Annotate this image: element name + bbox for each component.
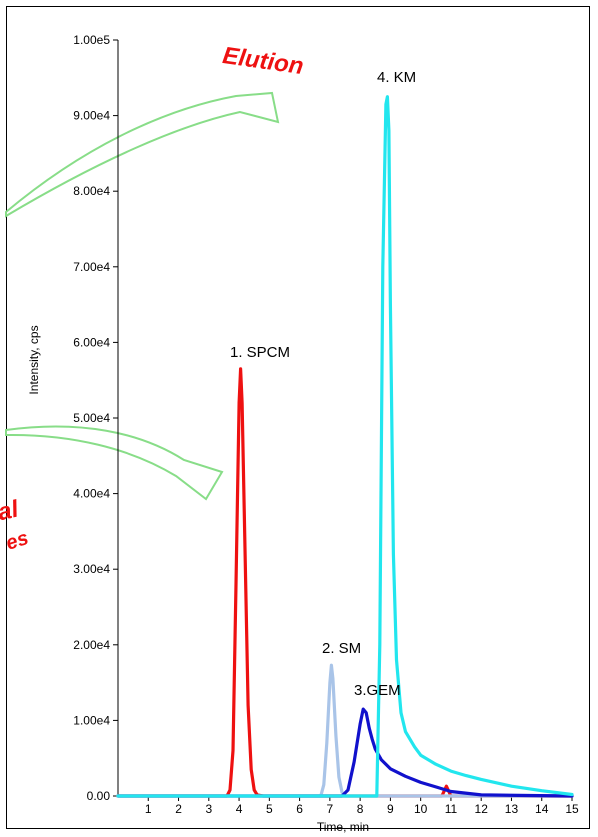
loading-arrow xyxy=(5,425,224,501)
series-line-3-gem xyxy=(116,707,574,798)
x-tick-label: 4 xyxy=(236,802,243,816)
y-axis-ticks: 0.00 1.00e4 2.00e4 3.00e4 4.00e4 5.00e4 6.00e4… xyxy=(73,33,118,803)
y-tick-label: 8.00e4 xyxy=(73,184,110,198)
series-line-1-spcm xyxy=(116,367,574,798)
x-tick-label: 6 xyxy=(296,802,303,816)
y-tick-label: 2.00e4 xyxy=(73,638,110,652)
y-axis-title: Intensity, cps xyxy=(27,325,41,394)
y-tick-label: 4.00e4 xyxy=(73,487,110,501)
peak-label-km: 4. KM xyxy=(377,69,416,86)
y-tick-label: 9.00e4 xyxy=(73,109,110,123)
series-layer xyxy=(116,95,574,798)
peak-label-spcm: 1. SPCM xyxy=(230,344,290,361)
y-tick-label: 6.00e4 xyxy=(73,335,110,349)
y-tick-label: 0.00 xyxy=(87,789,111,803)
x-axis-ticks: 1 2 3 4 5 6 7 8 9 10 11 12 13 14 15 xyxy=(145,796,579,816)
x-tick-label: 5 xyxy=(266,802,273,816)
x-tick-label: 2 xyxy=(175,802,182,816)
series-line-4-km xyxy=(116,95,574,798)
y-tick-label: 1.00e4 xyxy=(73,713,110,727)
x-tick-label: 3 xyxy=(205,802,212,816)
x-tick-label: 12 xyxy=(475,802,489,816)
chart-frame xyxy=(6,6,590,829)
y-tick-label: 3.00e4 xyxy=(73,562,110,576)
y-tick-label: 7.00e4 xyxy=(73,260,110,274)
callout-fragment-es: es xyxy=(3,527,31,555)
x-tick-label: 14 xyxy=(535,802,549,816)
elution-arrow xyxy=(5,91,280,218)
x-tick-label: 10 xyxy=(414,802,428,816)
x-axis-title: Time, min xyxy=(317,820,369,834)
x-tick-label: 9 xyxy=(387,802,394,816)
x-tick-label: 13 xyxy=(505,802,519,816)
peak-label-sm: 2. SM xyxy=(322,640,361,657)
x-tick-label: 11 xyxy=(445,802,458,816)
y-tick-label: 5.00e4 xyxy=(73,411,110,425)
x-tick-label: 1 xyxy=(145,802,152,816)
y-tick-label: 1.00e5 xyxy=(73,33,110,47)
series-line-2-sm xyxy=(116,663,574,798)
peak-label-gem: 3.GEM xyxy=(354,682,401,699)
x-tick-label: 7 xyxy=(327,802,334,816)
x-tick-label: 8 xyxy=(357,802,364,816)
axes xyxy=(117,40,572,797)
elution-callout: Elution xyxy=(221,42,305,80)
callout-fragment-al: al xyxy=(0,495,22,526)
x-tick-label: 15 xyxy=(565,802,579,816)
